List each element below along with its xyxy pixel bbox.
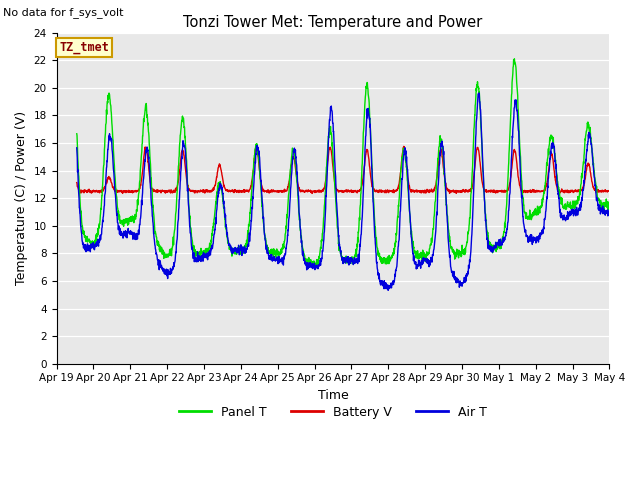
Title: Tonzi Tower Met: Temperature and Power: Tonzi Tower Met: Temperature and Power xyxy=(183,15,483,30)
Y-axis label: Temperature (C) / Power (V): Temperature (C) / Power (V) xyxy=(15,111,28,285)
X-axis label: Time: Time xyxy=(317,389,348,402)
Legend: Panel T, Battery V, Air T: Panel T, Battery V, Air T xyxy=(174,401,492,424)
Text: TZ_tmet: TZ_tmet xyxy=(60,41,109,54)
Text: No data for f_sys_volt: No data for f_sys_volt xyxy=(3,7,124,18)
